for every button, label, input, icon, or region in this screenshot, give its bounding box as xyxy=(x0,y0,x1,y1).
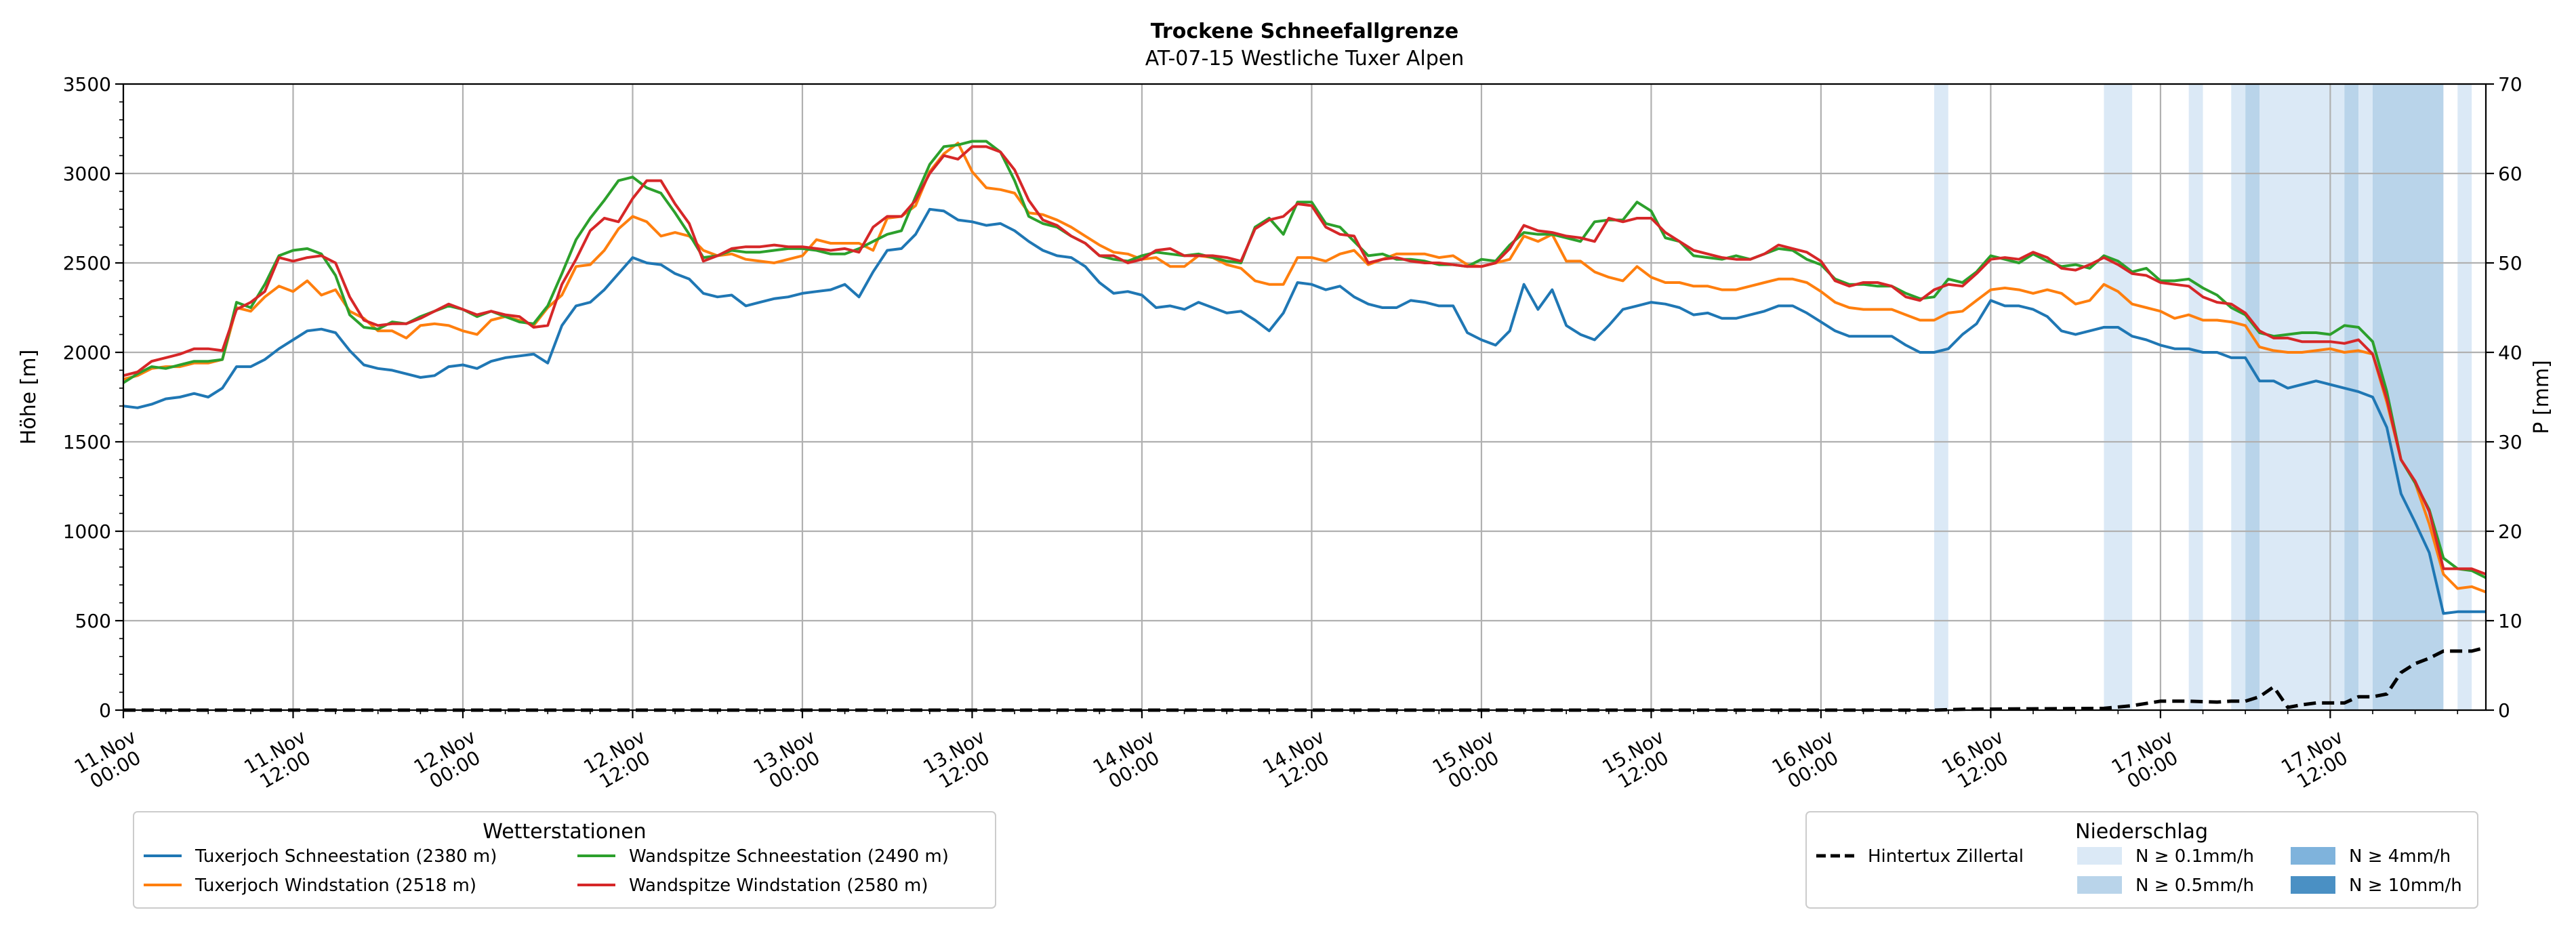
series-lines xyxy=(122,140,2487,615)
precip-band-3 xyxy=(2231,84,2246,710)
legend-precip-swatch-4 xyxy=(2291,876,2335,894)
y2-tick-label-5: 50 xyxy=(2498,252,2522,274)
y2-tick-label-4: 40 xyxy=(2498,342,2522,364)
series-line-0 xyxy=(123,207,2486,615)
y-axis-label: Höhe [m] xyxy=(17,350,41,445)
precip-band-4 xyxy=(2245,84,2260,710)
y-tick-label-5: 2500 xyxy=(63,252,111,274)
y2-axis-label: P [mm] xyxy=(2530,360,2554,434)
chart-subtitle: AT-07-15 Westliche Tuxer Alpen xyxy=(1145,47,1465,70)
precip-band-0 xyxy=(1934,84,1948,710)
precip-bands xyxy=(1934,84,2472,710)
y-tick-label-3: 1500 xyxy=(63,431,111,453)
y2-tick-label-2: 20 xyxy=(2498,520,2522,543)
precip-band-8 xyxy=(2373,84,2444,710)
y2-tick-label-6: 60 xyxy=(2498,163,2522,185)
precip-band-1 xyxy=(2104,84,2133,710)
plot-frame xyxy=(122,83,2487,711)
series-line-2 xyxy=(122,140,2487,579)
y2-tick-label-1: 10 xyxy=(2498,610,2522,632)
legend-precip-label-4: N ≥ 10mm/h xyxy=(2349,875,2462,896)
legend-precip-label-1: N ≥ 0.1mm/h xyxy=(2135,846,2254,867)
legend-precip-title: Niederschlag xyxy=(2075,820,2208,844)
precip-band-9 xyxy=(2457,84,2472,710)
y-tick-label-6: 3000 xyxy=(63,163,111,185)
y2-tick-label-3: 30 xyxy=(2498,431,2522,453)
y2-tick-label-0: 0 xyxy=(2498,699,2510,722)
precip-line xyxy=(123,646,2487,712)
legend-stations-title: Wetterstationen xyxy=(483,820,646,844)
legend-precip-label-2: N ≥ 0.5mm/h xyxy=(2135,875,2254,896)
legend-precip-swatch-2 xyxy=(2077,876,2122,894)
legend-stations: Wetterstationen Tuxerjoch Schneestation … xyxy=(133,811,996,909)
legend-precip-label-0: Hintertux Zillertal xyxy=(1868,846,2024,867)
y-tick-label-7: 3500 xyxy=(63,73,111,96)
series-line-1 xyxy=(123,142,2487,594)
y-tick-label-1: 500 xyxy=(75,610,111,632)
chart-title: Trockene Schneefallgrenze xyxy=(1151,20,1458,43)
precip-band-7 xyxy=(2358,84,2373,710)
precip-line-hintertux xyxy=(123,646,2487,712)
legend-stations-frame xyxy=(133,811,996,909)
legend-label-1: Tuxerjoch Windstation (2518 m) xyxy=(195,875,476,896)
legend-precip-label-3: N ≥ 4mm/h xyxy=(2349,846,2451,867)
legend-precip-swatch-3 xyxy=(2291,847,2335,865)
legend-precip: Niederschlag Hintertux Zillertal N ≥ 0.1m… xyxy=(1805,811,2478,909)
y-tick-label-0: 0 xyxy=(99,699,111,722)
precip-band-5 xyxy=(2260,84,2345,710)
legend-label-0: Tuxerjoch Schneestation (2380 m) xyxy=(195,846,497,867)
precip-band-6 xyxy=(2344,84,2359,710)
legend-label-2: Wandspitze Schneestation (2490 m) xyxy=(629,846,949,867)
y2-tick-label-7: 70 xyxy=(2498,73,2522,96)
legend-precip-swatch-1 xyxy=(2077,847,2122,865)
y-tick-label-2: 1000 xyxy=(63,520,111,543)
legend-label-3: Wandspitze Windstation (2580 m) xyxy=(629,875,928,896)
series-line-3 xyxy=(123,145,2487,576)
y-tick-label-4: 2000 xyxy=(63,342,111,364)
precip-band-2 xyxy=(2188,84,2203,710)
